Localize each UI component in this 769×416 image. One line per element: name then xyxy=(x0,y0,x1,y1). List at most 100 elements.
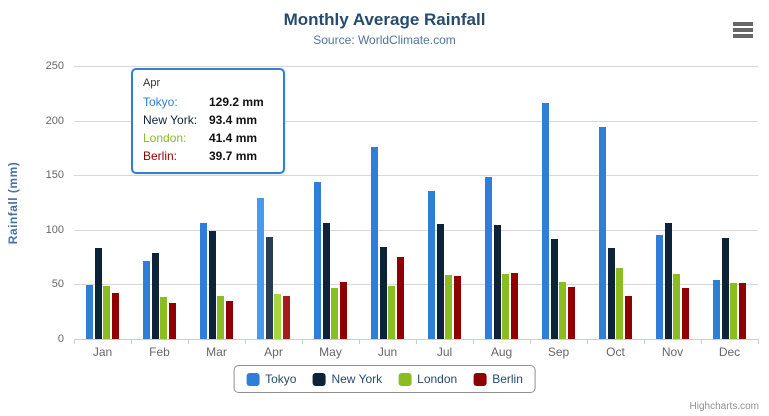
legend-swatch xyxy=(473,372,487,386)
bar-tokyo-mar[interactable] xyxy=(200,222,208,339)
x-axis-tick xyxy=(530,339,531,344)
x-axis-category-label: Aug xyxy=(490,345,513,359)
legend-swatch xyxy=(246,372,260,386)
chart-title: Monthly Average Rainfall xyxy=(283,10,486,29)
x-axis-tick xyxy=(131,339,132,344)
bar-berlin-aug[interactable] xyxy=(510,273,518,339)
legend-item-berlin[interactable]: Berlin xyxy=(473,372,523,386)
bar-london-feb[interactable] xyxy=(160,296,168,339)
bar-london-nov[interactable] xyxy=(673,274,681,339)
bar-berlin-mar[interactable] xyxy=(225,301,233,339)
x-axis-tick xyxy=(644,339,645,344)
bar-berlin-may[interactable] xyxy=(339,281,347,339)
legend-label: London xyxy=(417,372,458,386)
x-axis-category-label: Sep xyxy=(547,345,570,359)
x-axis-tick xyxy=(359,339,360,344)
bar-berlin-jul[interactable] xyxy=(453,276,461,339)
x-axis-category-label: Feb xyxy=(149,345,170,359)
bar-london-jul[interactable] xyxy=(445,274,453,339)
bar-new-york-feb[interactable] xyxy=(151,252,159,339)
bar-new-york-apr[interactable] xyxy=(265,237,273,339)
bar-new-york-sep[interactable] xyxy=(550,239,558,339)
bar-berlin-apr[interactable] xyxy=(282,295,290,339)
bar-london-mar[interactable] xyxy=(217,296,225,339)
legend-item-london[interactable]: London xyxy=(398,372,457,386)
bar-berlin-jun[interactable] xyxy=(396,256,404,339)
bar-new-york-jun[interactable] xyxy=(379,246,387,339)
bar-new-york-jul[interactable] xyxy=(436,224,444,339)
tooltip-header: Apr xyxy=(143,77,161,89)
bar-london-sep[interactable] xyxy=(559,281,567,339)
bar-berlin-nov[interactable] xyxy=(681,287,689,339)
bar-tokyo-oct[interactable] xyxy=(599,127,607,339)
bar-new-york-oct[interactable] xyxy=(607,247,615,339)
bar-london-aug[interactable] xyxy=(502,273,510,339)
legend-item-tokyo[interactable]: Tokyo xyxy=(246,372,296,386)
x-axis-category-label: Jul xyxy=(436,345,453,359)
bar-new-york-dec[interactable] xyxy=(721,238,729,339)
tooltip-series-label: New York: xyxy=(143,113,198,127)
gridline xyxy=(74,229,758,231)
y-axis-title: Rainfall (mm) xyxy=(6,161,20,245)
bar-london-may[interactable] xyxy=(331,287,339,339)
bar-berlin-jan[interactable] xyxy=(111,292,119,339)
x-axis-category-label: Jun xyxy=(377,345,398,359)
bar-london-dec[interactable] xyxy=(730,283,738,339)
y-axis-tick-label: 150 xyxy=(45,169,64,182)
legend: Tokyo New York London Berlin xyxy=(233,365,536,393)
x-axis-tick xyxy=(245,339,246,344)
chart-subtitle: Source: WorldClimate.com xyxy=(313,33,456,47)
tooltip: Apr Tokyo: 129.2 mm New York: 93.4 mm Lo… xyxy=(131,68,285,174)
gridline xyxy=(74,175,758,177)
bar-tokyo-apr[interactable] xyxy=(257,197,265,339)
x-axis-category-label: Oct xyxy=(606,345,625,359)
bar-london-jan[interactable] xyxy=(103,285,111,339)
bar-tokyo-jul[interactable] xyxy=(428,190,436,339)
bar-new-york-may[interactable] xyxy=(322,223,330,339)
bar-tokyo-nov[interactable] xyxy=(656,234,664,339)
x-axis-tick xyxy=(758,339,759,344)
bar-new-york-nov[interactable] xyxy=(664,222,672,339)
bar-tokyo-dec[interactable] xyxy=(713,279,721,339)
legend-label: Berlin xyxy=(492,372,523,386)
bar-berlin-feb[interactable] xyxy=(168,302,176,339)
bar-tokyo-jan[interactable] xyxy=(86,284,94,339)
x-axis-tick xyxy=(587,339,588,344)
bar-london-oct[interactable] xyxy=(616,267,624,339)
bar-tokyo-sep[interactable] xyxy=(542,102,550,339)
x-axis-category-label: Mar xyxy=(206,345,227,359)
bar-tokyo-feb[interactable] xyxy=(143,260,151,339)
x-axis-tick xyxy=(188,339,189,344)
x-axis-tick xyxy=(473,339,474,344)
gridline xyxy=(74,284,758,286)
y-axis-tick-label: 50 xyxy=(51,278,64,291)
bar-tokyo-aug[interactable] xyxy=(485,176,493,339)
x-axis-category-label: May xyxy=(319,345,342,359)
legend-item-new-york[interactable]: New York xyxy=(312,372,382,386)
bar-new-york-aug[interactable] xyxy=(493,225,501,339)
bar-tokyo-jun[interactable] xyxy=(371,146,379,339)
hamburger-icon xyxy=(733,28,753,32)
y-axis-tick-label: 0 xyxy=(57,333,64,345)
x-axis-tick xyxy=(701,339,702,344)
hamburger-icon xyxy=(733,34,753,38)
tooltip-row: London: 41.4 mm xyxy=(143,129,273,147)
export-menu-button[interactable] xyxy=(731,19,755,41)
bar-berlin-dec[interactable] xyxy=(738,283,746,339)
tooltip-series-label: Berlin: xyxy=(143,149,178,163)
legend-swatch xyxy=(312,372,326,386)
x-axis-category-label: Nov xyxy=(661,345,684,359)
bar-new-york-mar[interactable] xyxy=(208,231,216,339)
tooltip-row: Tokyo: 129.2 mm xyxy=(143,93,273,111)
legend-label: Tokyo xyxy=(265,372,297,386)
bar-tokyo-may[interactable] xyxy=(314,181,322,339)
gridline xyxy=(74,66,758,67)
bar-london-jun[interactable] xyxy=(388,286,396,339)
bar-berlin-oct[interactable] xyxy=(624,296,632,339)
highcharts-credits-link[interactable]: Highcharts.com xyxy=(689,401,759,412)
bar-berlin-sep[interactable] xyxy=(567,287,575,339)
tooltip-row: Berlin: 39.7 mm xyxy=(143,147,273,165)
bar-new-york-jan[interactable] xyxy=(94,247,102,339)
bar-london-apr[interactable] xyxy=(274,293,282,339)
